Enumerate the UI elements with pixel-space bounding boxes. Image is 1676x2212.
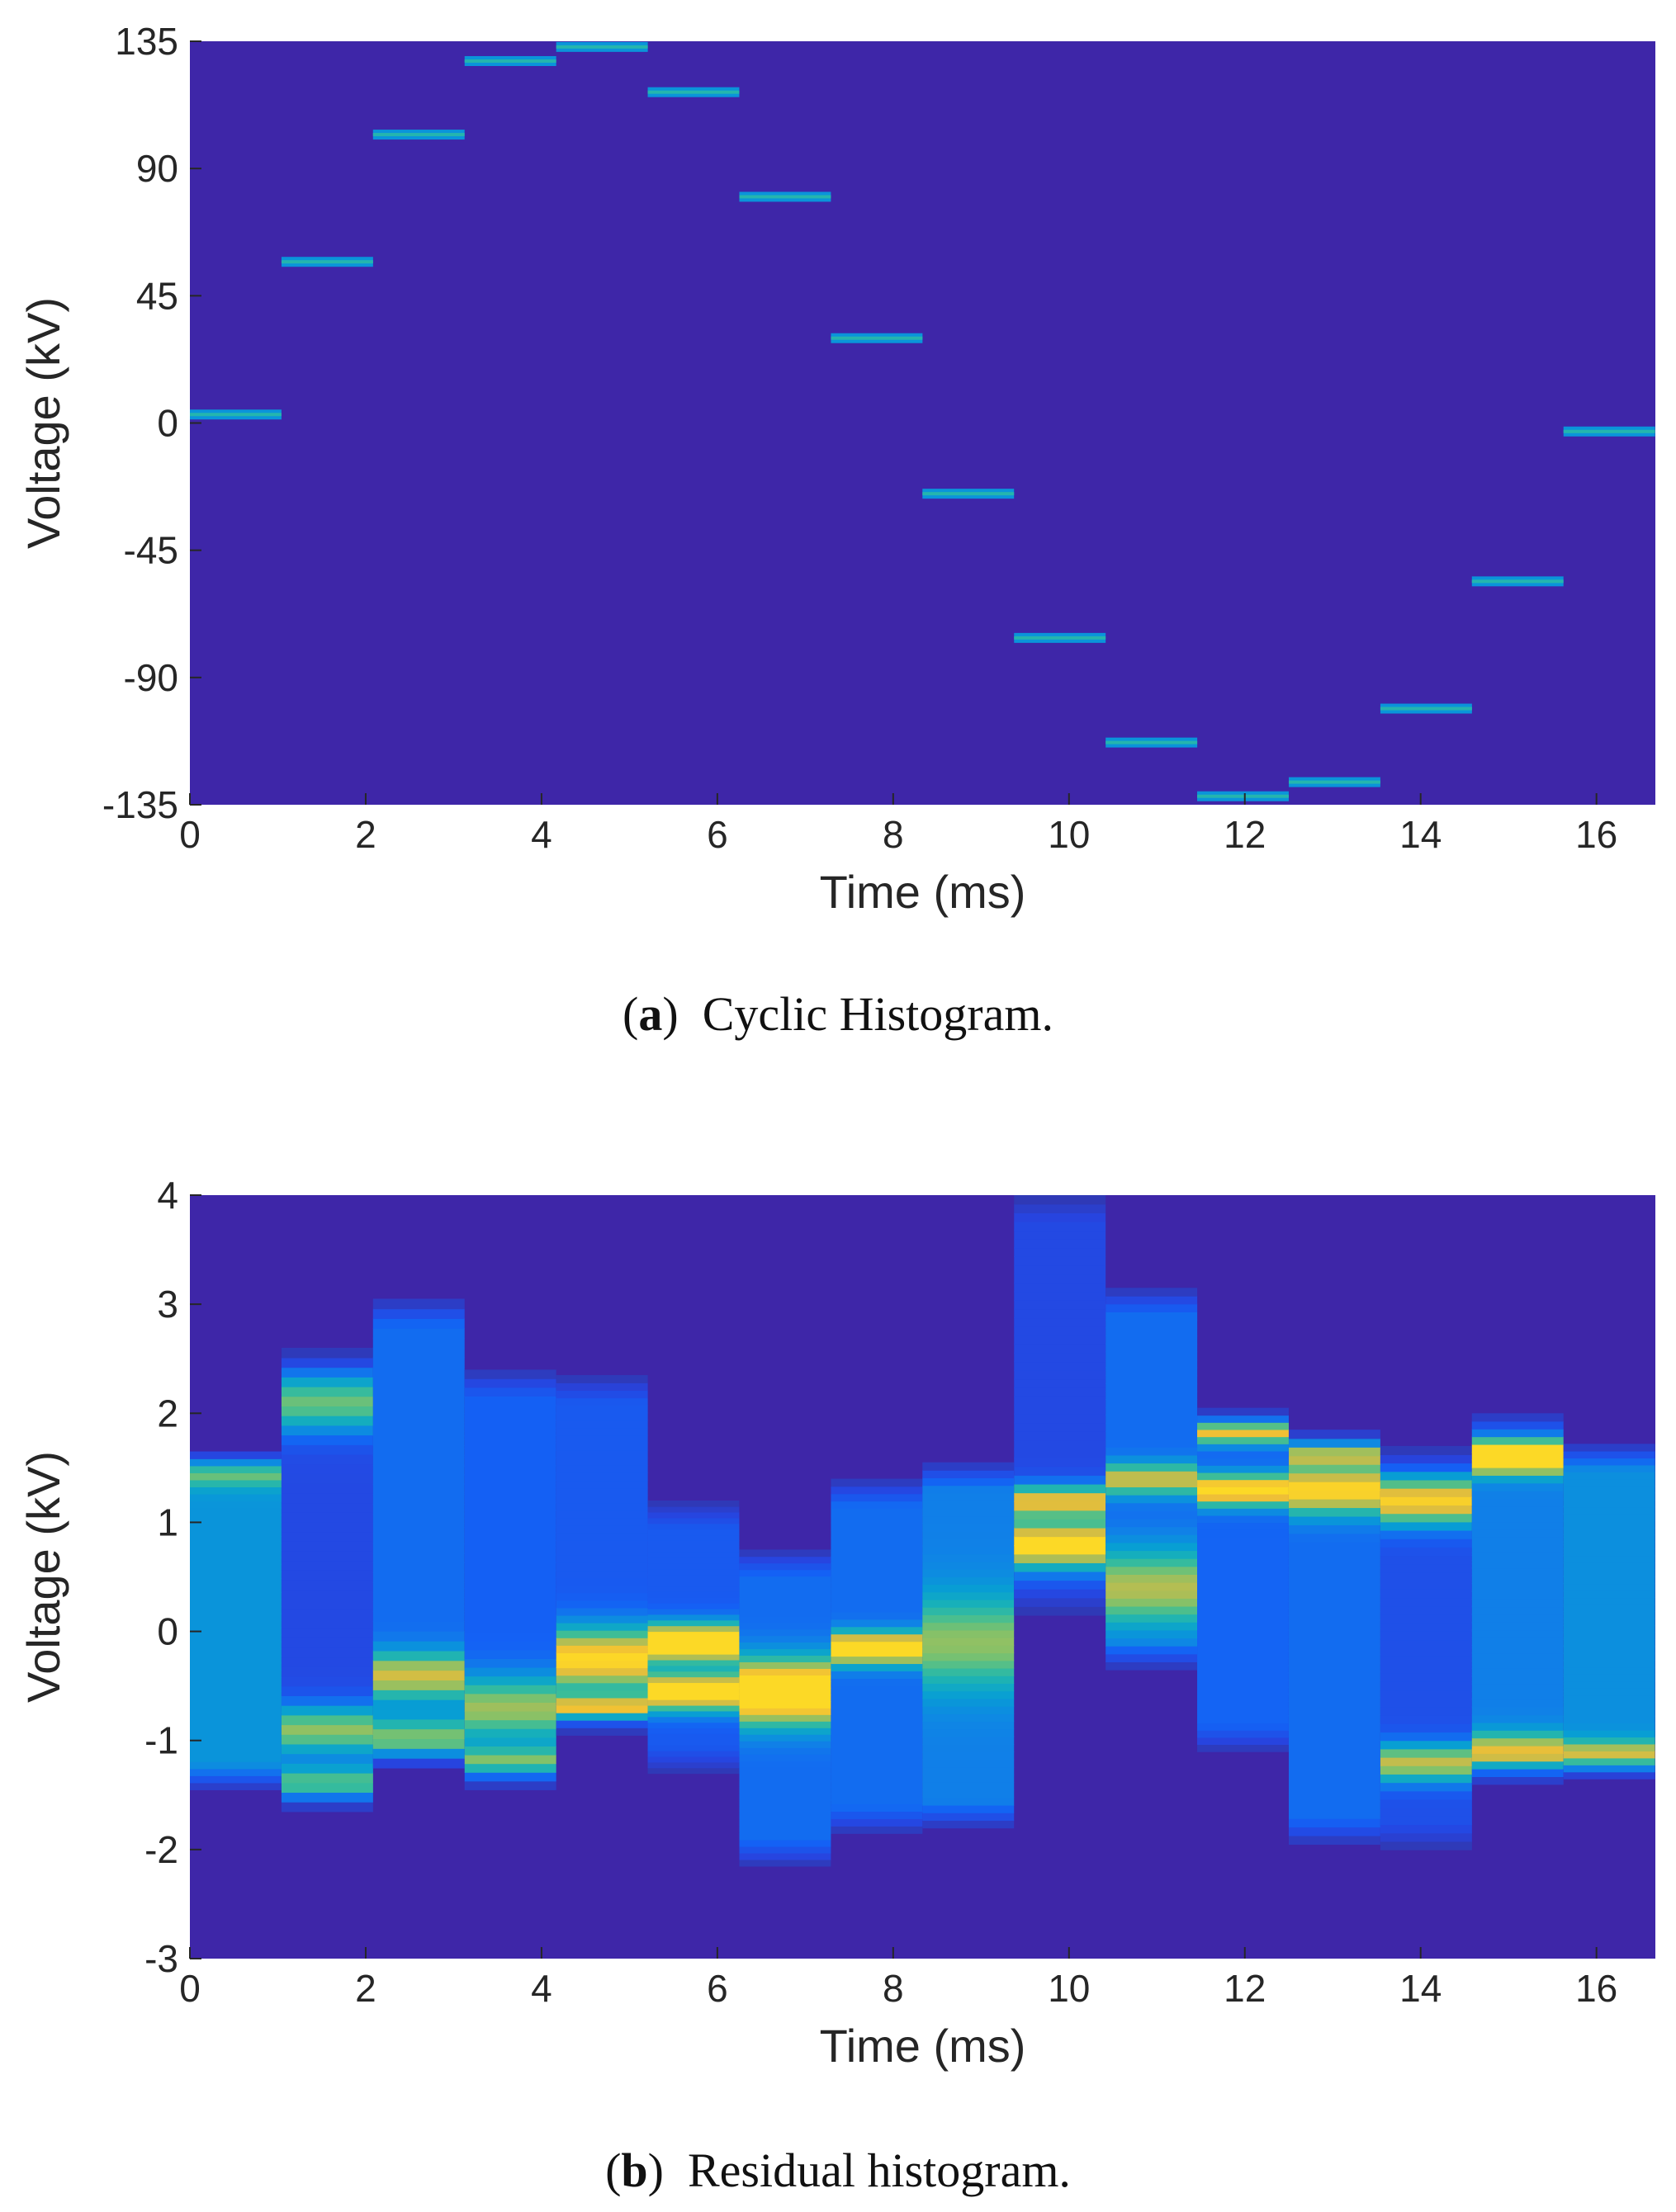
a-x-tick-label: 4 [531,813,552,856]
a-segment-bar [1380,703,1472,714]
b-segment-column [1288,1430,1380,1846]
b-segment-column [464,1369,556,1790]
a-segment-bar [281,257,373,267]
b-x-tick-label: 14 [1399,1967,1442,2010]
a-y-tick-label: -135 [102,783,178,826]
a-x-tick-label: 8 [883,813,904,856]
b-x-tick-label: 16 [1575,1967,1617,2010]
b-segment-column [1380,1445,1472,1850]
b-segment-column [1014,1195,1106,1616]
b-y-tick-label: 3 [157,1283,178,1326]
caption-a: (a) Cyclic Histogram. [623,987,1053,1041]
a-x-tick-label: 14 [1399,813,1442,856]
b-x-tick-label: 10 [1048,1967,1090,2010]
caption-b: (b) Residual histogram. [605,2143,1071,2197]
cyclic-histogram-chart: 0 2 4 6 8 10 12 14 16 -135 -90 -45 0 45 90 135 Time (ms)… [17,20,1655,918]
b-x-axis-label: Time (ms) [820,2020,1026,2072]
b-segment-column [281,1348,373,1813]
caption-b-label: b [621,2143,648,2197]
a-x-tick-label: 12 [1224,813,1266,856]
b-y-tick-label: 0 [157,1610,178,1653]
b-segment-column [1105,1288,1198,1671]
b-y-tick-label: -2 [144,1828,178,1871]
b-segment-column [1471,1413,1564,1785]
a-segment-bar [831,333,923,343]
a-segment-bar [1197,791,1289,801]
a-y-tick-label: 135 [115,20,178,63]
b-x-tick-label: 2 [355,1967,376,2010]
b-x-tick-label: 6 [707,1967,728,2010]
a-plot-area [190,41,1655,805]
b-segment-column [922,1462,1015,1829]
a-x-tick-label: 6 [707,813,728,856]
b-x-tick-label: 4 [531,1967,552,2010]
b-segment-column [647,1501,740,1775]
a-x-tick-label: 2 [355,813,376,856]
a-y-tick-label: 0 [157,402,178,445]
a-segment-bar [739,191,831,202]
a-y-tick-label: -45 [124,529,178,572]
caption-a-text: Cyclic Histogram. [702,987,1053,1041]
a-x-tick-label: 10 [1048,813,1090,856]
a-segment-bar [556,41,648,52]
b-segment-column [739,1549,831,1867]
b-segment-column [831,1478,923,1834]
a-y-tick-label: 45 [136,274,178,317]
panel-residual-histogram: 0 2 4 6 8 10 12 14 16 -3 -2 -1 0 1 2 3 4 Time (ms) Voltage… [0,1106,1676,2212]
caption-a-label: a [638,987,663,1041]
a-segment-bar [922,489,1015,499]
b-x-tick-label: 12 [1224,1967,1266,2010]
b-x-tick-label: 0 [179,1967,201,2010]
b-x-tick-label: 8 [883,1967,904,2010]
a-y-axis-label: Voltage (kV) [17,297,69,549]
b-y-axis-label: Voltage (kV) [17,1451,69,1703]
a-segment-bar [647,87,740,97]
b-y-tick-label: 2 [157,1392,178,1434]
a-segment-bar [464,55,556,66]
a-segment-bar [372,130,465,140]
a-x-axis-label: Time (ms) [820,866,1026,918]
b-segment-column [1197,1407,1289,1752]
a-y-tick-label: -90 [124,656,178,699]
a-y-tick-label: 90 [136,147,178,190]
a-x-tick-label: 16 [1575,813,1617,856]
a-segment-bar [1288,777,1380,787]
b-y-tick-label: -1 [144,1719,178,1762]
b-y-tick-label: 4 [157,1174,178,1217]
b-y-tick-label: -3 [144,1937,178,1980]
b-y-tick-label: 1 [157,1501,178,1543]
a-segment-bar [1014,632,1106,643]
panel-cyclic-histogram: 0 2 4 6 8 10 12 14 16 -135 -90 -45 0 45 90 135 Time (ms)… [17,20,1655,1041]
a-segment-bar [1105,737,1198,748]
b-segment-column [190,1451,282,1790]
b-segment-column [1563,1444,1655,1780]
b-segment-column [372,1298,465,1769]
b-segment-column [556,1375,648,1736]
caption-b-text: Residual histogram. [687,2143,1071,2197]
a-segment-bar [1471,576,1564,587]
a-segment-bar [1563,426,1655,437]
a-segment-bar [190,409,282,420]
a-x-tick-label: 0 [179,813,201,856]
